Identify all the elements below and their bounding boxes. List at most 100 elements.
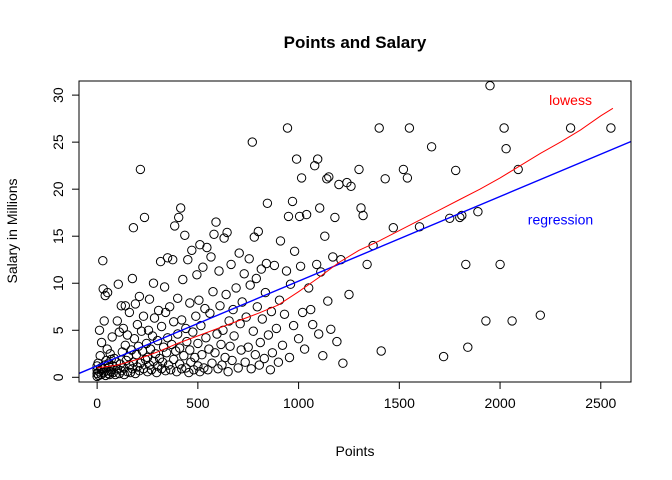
data-point [228,304,238,315]
data-point [261,258,272,269]
y-axis: 0 5 10 15 20 25 30 [50,87,80,381]
data-point [250,350,261,360]
data-point [308,319,318,330]
data-point [398,164,409,175]
data-point [501,144,511,154]
x-tick-label: 0 [93,395,101,411]
data-point [310,161,320,171]
data-point [279,309,290,319]
data-point [259,353,269,364]
data-point [274,295,285,305]
data-point [295,261,306,271]
data-point [281,266,292,276]
data-point [197,350,207,360]
data-point [193,338,203,349]
data-point [169,354,179,365]
data-point [271,323,282,334]
data-point [267,348,278,358]
data-point [229,331,239,341]
data-point [251,273,261,284]
x-tick-label: 2000 [484,395,515,411]
data-point [200,303,210,314]
data-point [194,295,204,305]
data-point [156,321,167,332]
data-point [473,207,483,217]
data-point [176,203,186,213]
data-point [120,301,131,311]
data-point [233,363,243,373]
data-point [215,301,225,311]
data-point [362,259,372,270]
data-point [148,278,159,288]
data-point [100,290,110,301]
data-point [288,320,299,331]
data-point [314,329,324,339]
data-point [243,342,253,352]
data-point [380,174,390,184]
data-point [169,317,179,327]
data-point [322,174,332,184]
data-point [175,359,185,369]
x-axis: 0 500 1000 1500 2000 2500 [93,381,617,411]
data-point [224,316,234,326]
data-point [187,245,197,256]
data-point [177,364,187,374]
data-point [107,332,117,342]
data-points [92,81,616,382]
regression-label: regression [528,211,593,227]
data-point [323,296,333,306]
data-point [191,311,201,321]
data-point [330,212,340,223]
data-point [183,255,193,265]
data-point [354,164,364,175]
data-point [231,283,241,293]
data-point [119,369,130,380]
data-point [152,335,163,346]
data-point [184,367,194,378]
data-point [285,279,296,289]
data-point [206,252,216,262]
data-point [99,316,109,326]
data-point [237,297,247,307]
data-point [248,326,259,336]
data-point [98,256,108,266]
data-point [245,280,255,290]
data-point [326,324,336,334]
data-point [263,330,274,340]
fit-lines [79,107,631,375]
data-point [225,341,235,351]
y-tick-label: 25 [50,134,66,150]
data-point [113,279,124,289]
data-point [445,213,455,224]
data-point [102,287,113,298]
data-point [438,351,449,362]
data-point [273,357,284,367]
data-point [159,282,170,292]
data-point [94,325,105,335]
data-point [457,210,467,221]
data-point [117,347,128,357]
data-point [344,289,354,300]
data-point [170,221,180,231]
data-point [162,253,173,263]
data-point [451,165,461,176]
data-point [209,229,219,240]
x-tick-label: 500 [186,395,210,411]
y-axis-label: Salary in Millions [4,178,20,283]
data-point [328,252,338,262]
data-point [147,331,158,341]
data-point [284,352,295,363]
data-point [226,259,236,270]
data-point [216,339,226,350]
data-point [149,313,160,323]
data-point [282,123,293,133]
data-point [127,364,138,374]
data-point [221,289,231,300]
data-point [294,211,305,222]
data-point [185,345,195,355]
y-tick-label: 20 [50,181,66,197]
data-point [179,351,189,361]
data-point [153,305,164,316]
data-point [320,231,330,241]
